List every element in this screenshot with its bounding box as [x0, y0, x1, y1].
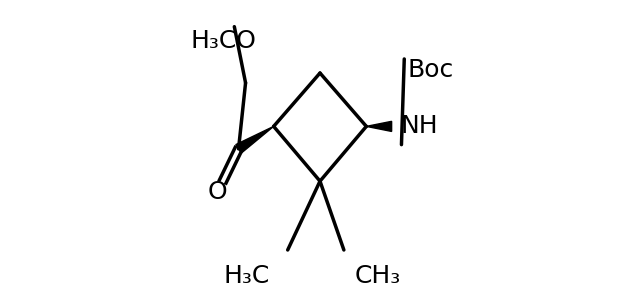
Text: Boc: Boc	[407, 58, 453, 82]
Text: H₃C: H₃C	[223, 264, 269, 288]
Polygon shape	[366, 121, 392, 132]
Text: H₃CO: H₃CO	[190, 29, 256, 53]
Polygon shape	[236, 126, 274, 153]
Text: O: O	[207, 180, 227, 205]
Text: CH₃: CH₃	[355, 264, 401, 288]
Text: NH: NH	[400, 114, 438, 138]
